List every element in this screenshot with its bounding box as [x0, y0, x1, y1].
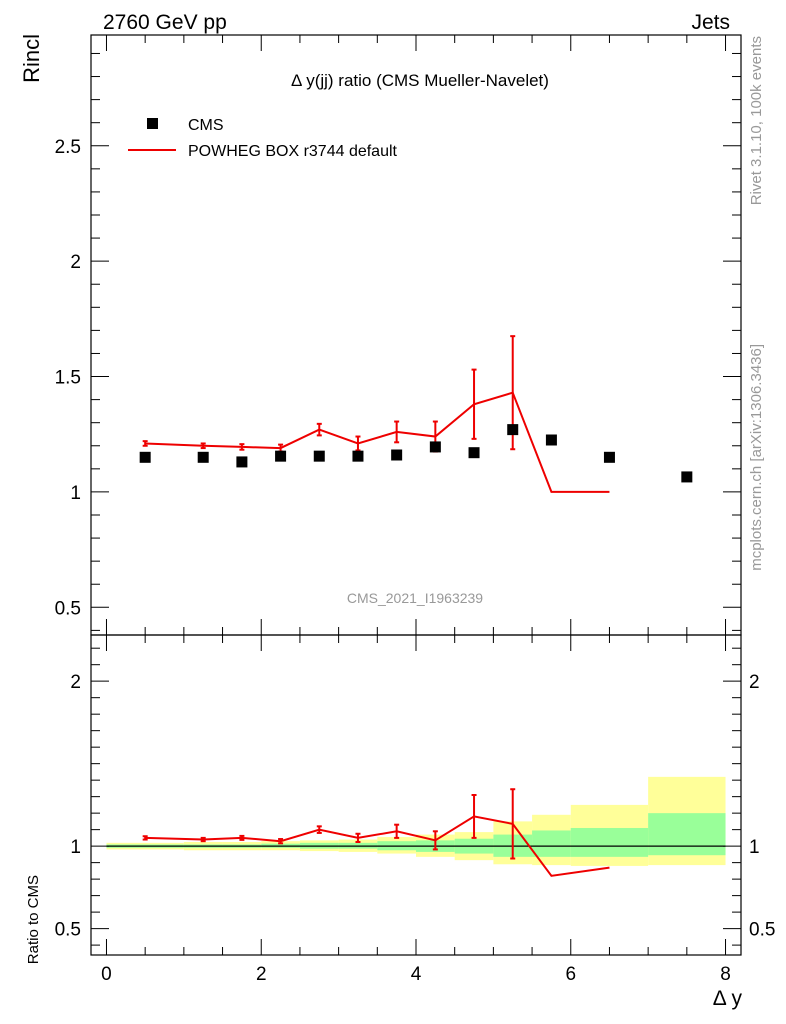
ratio-y-tick-label-left: 0.5	[55, 920, 81, 941]
cms-data-point	[236, 456, 248, 468]
ratio-y-tick-label-right: 0.5	[749, 920, 775, 941]
ratio-powheg-line	[145, 815, 610, 877]
header-right-label: Jets	[691, 11, 730, 34]
x-tick-label: 6	[565, 964, 576, 985]
cms-data-point	[197, 451, 209, 463]
ratio-frame	[90, 634, 742, 956]
ratio-y-tick-label-right: 1	[749, 837, 760, 858]
ratio-y-tick-label-left: 2	[70, 672, 81, 693]
ratio-uncertainty-bands	[106, 776, 726, 866]
main-data-layer	[139, 335, 693, 493]
cms-data-point	[429, 441, 441, 453]
header-left-label: 2760 GeV pp	[103, 11, 227, 34]
ratio-ticks: 0 2 4 6 8 0.5 0.5 1 1 2 2	[55, 635, 775, 985]
ratio-band-green	[532, 830, 571, 857]
ratio-band-green	[570, 827, 649, 857]
ratio-band-green	[648, 813, 726, 856]
ratio-y-label: Ratio to CMS	[25, 875, 42, 964]
ratio-y-tick-label-right: 2	[749, 672, 760, 693]
cms-data-point	[507, 424, 519, 436]
ratio-y-tick-label-left: 1	[70, 837, 81, 858]
analysis-watermark: CMS_2021_I1963239	[347, 590, 483, 606]
mcplots-label: mcplots.cern.ch [arXiv:1306.3436]	[748, 344, 765, 571]
x-axis-label: Δ y	[713, 987, 743, 1010]
main-ticks: 0.5 1 1.5 2 2.5	[55, 35, 741, 635]
legend-powheg-label: POWHEG BOX r3744 default	[188, 143, 398, 160]
legend-cms-marker	[147, 118, 158, 129]
cms-data-point	[603, 451, 615, 463]
cms-data-point	[139, 451, 151, 463]
cms-data-point	[352, 450, 364, 462]
main-y-tick-label: 0.5	[55, 598, 81, 619]
main-y-label: Rincl	[19, 34, 44, 83]
cms-data-point	[681, 471, 693, 483]
x-tick-label: 2	[256, 964, 267, 985]
main-panel: 0.5 1 1.5 2 2.5 Δ y(jj) ratio (CMS Mueller-N…	[19, 34, 742, 636]
ratio-data-layer	[142, 788, 610, 877]
main-y-tick-label: 2	[70, 252, 81, 273]
main-y-tick-label: 1.5	[55, 368, 81, 389]
main-y-tick-label: 1	[70, 483, 81, 504]
rivet-version-label: Rivet 3.1.10, 100k events	[748, 36, 765, 205]
x-tick-label: 8	[720, 964, 731, 985]
main-y-tick-label: 2.5	[55, 137, 81, 158]
cms-data-point	[275, 450, 287, 462]
main-title: Δ y(jj) ratio (CMS Mueller-Navelet)	[291, 71, 549, 90]
cms-data-point	[545, 434, 557, 446]
legend-cms-label: CMS	[188, 117, 224, 134]
x-tick-label: 0	[101, 964, 112, 985]
cms-data-point	[313, 450, 325, 462]
cms-data-point	[391, 449, 403, 461]
cms-data-point	[468, 447, 480, 459]
ratio-panel: 0 2 4 6 8 0.5 0.5 1 1 2 2 Ratio to CMS Δ y	[25, 634, 775, 1010]
powheg-line	[145, 391, 610, 493]
x-tick-label: 4	[411, 964, 422, 985]
